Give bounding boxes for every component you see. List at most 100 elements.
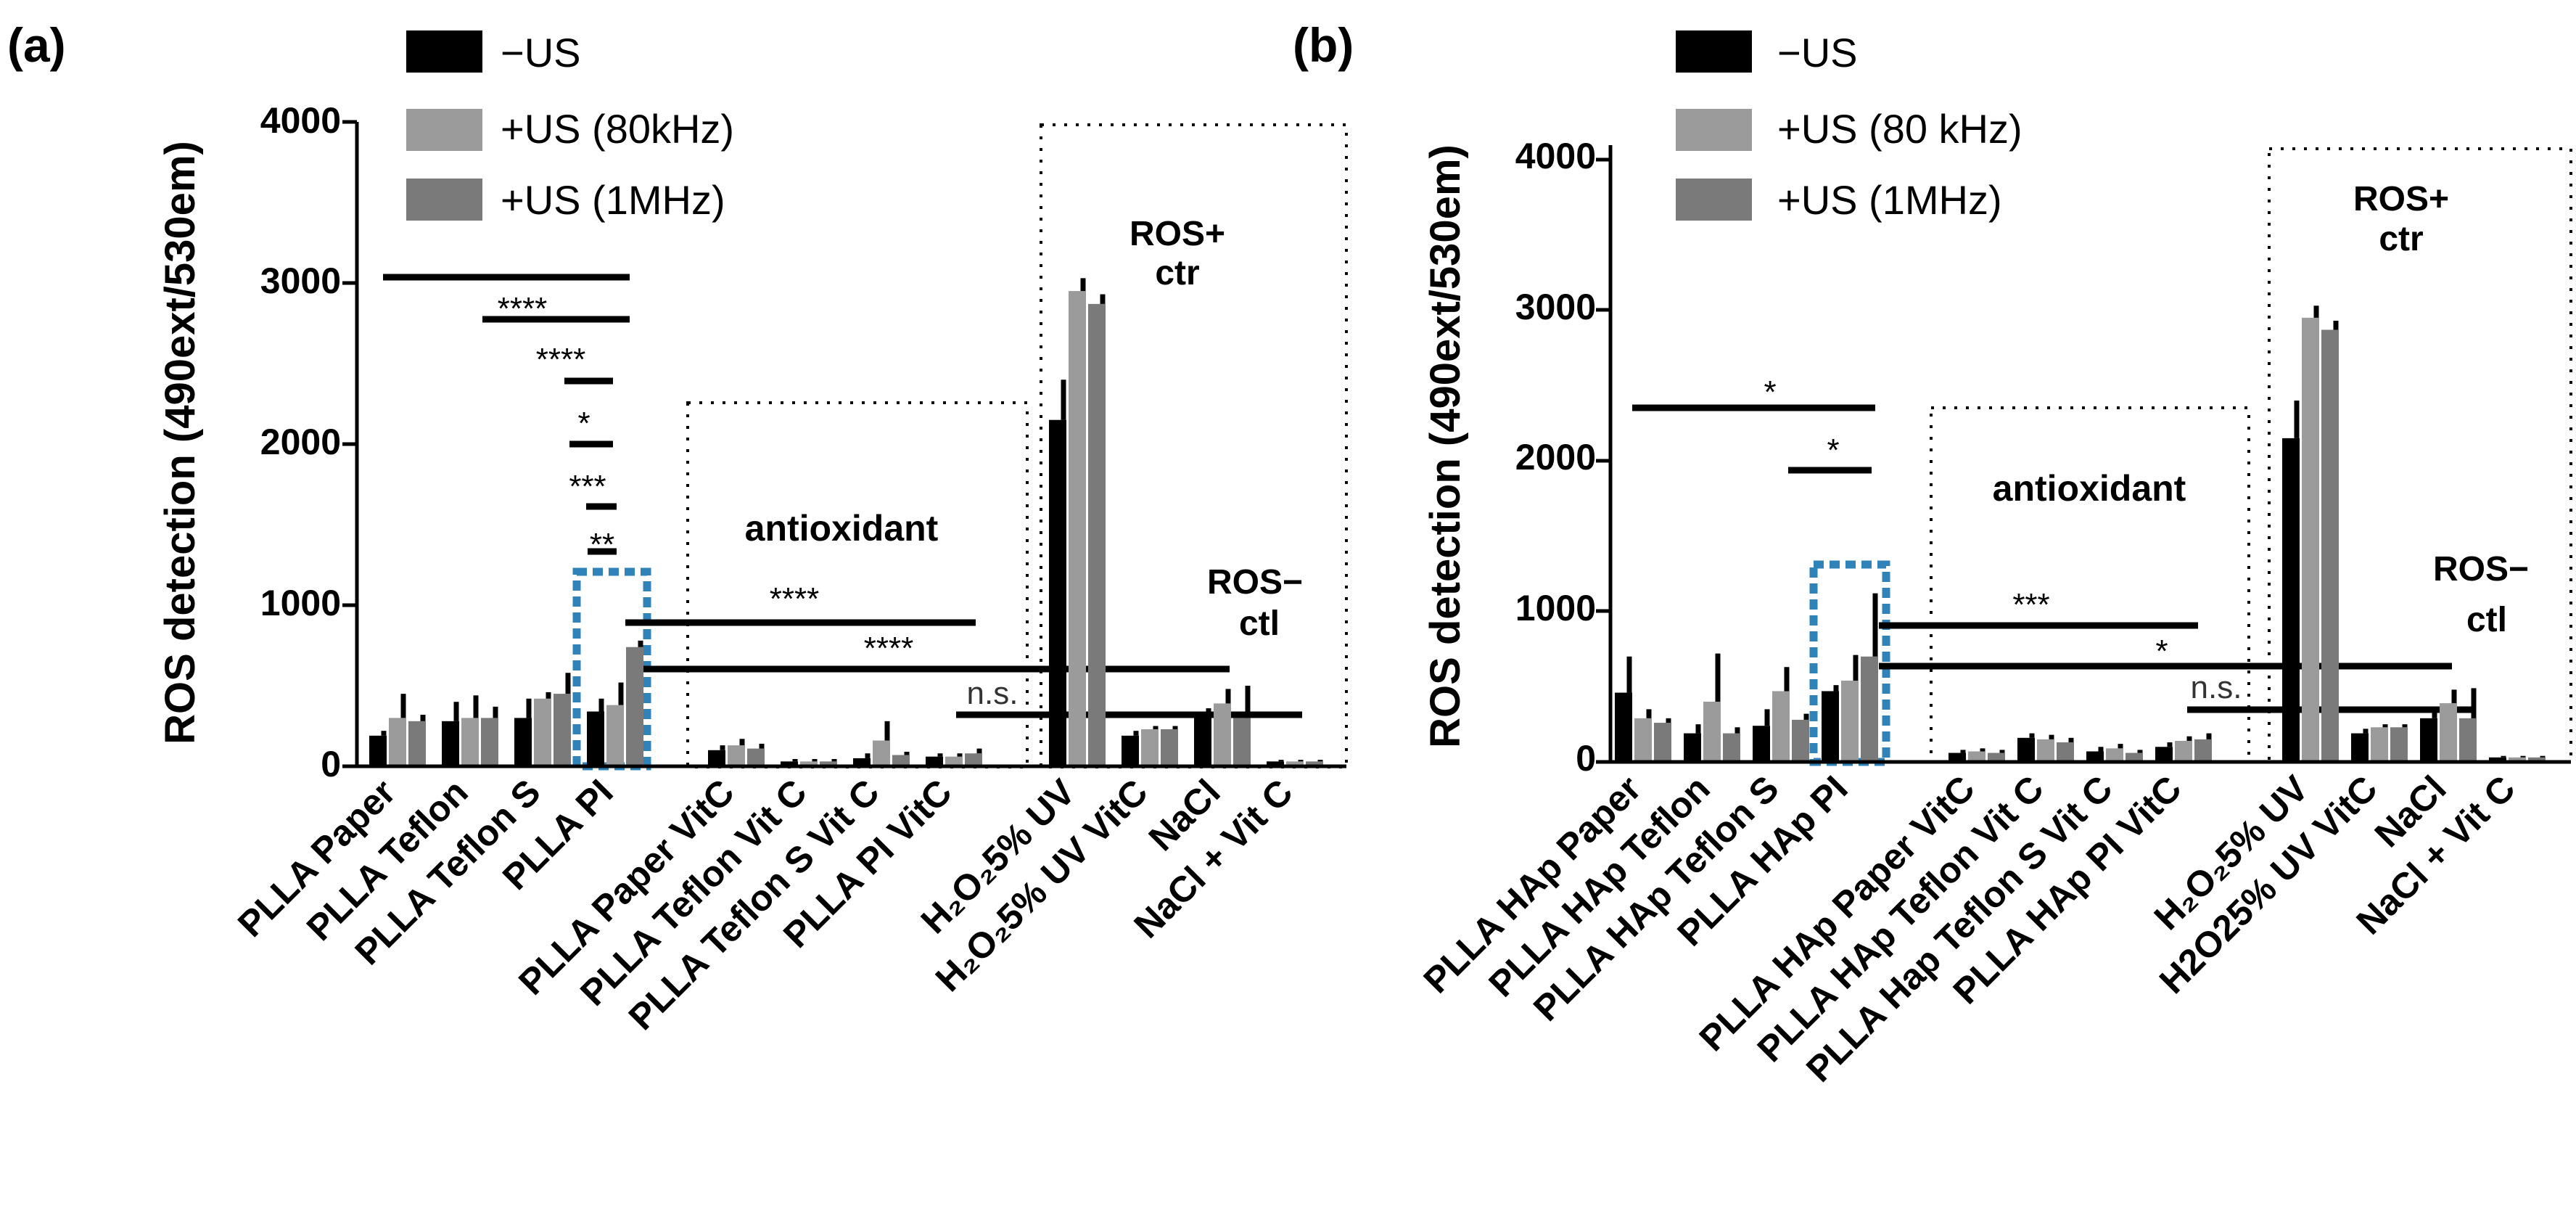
legend-swatch-minus-us [406, 30, 482, 73]
significance-label: n.s. [2191, 670, 2242, 705]
legend-swatch-us-1mhz [1676, 179, 1752, 221]
bar--us-80-khz--3 [1841, 680, 1859, 762]
y-tick-label: 1000 [260, 583, 341, 623]
bar--us-1mhz--11 [2528, 757, 2546, 762]
bar--us-80khz--11 [1286, 761, 1304, 766]
significance-label: *** [2012, 587, 2049, 623]
bar--us-2 [1753, 726, 1770, 762]
legend-label: +US (1MHz) [501, 177, 725, 223]
bar--us-5 [781, 761, 798, 766]
bar--us-1mhz--10 [1233, 718, 1251, 766]
bar--us-80-khz--2 [1772, 691, 1790, 762]
legend-swatch-us-1mhz [406, 179, 482, 221]
bar--us-1mhz--6 [892, 755, 910, 766]
bar--us-1mhz--9 [1161, 729, 1178, 766]
y-tick-label: 1000 [1515, 588, 1596, 628]
significance-brackets: * * *** * n.s. [1632, 374, 2474, 713]
ros-positive-label: ROS+ [1129, 215, 1225, 253]
significance-label: * [577, 406, 590, 441]
bar--us-80-khz--11 [2509, 757, 2526, 762]
y-ticks [342, 120, 357, 768]
legend-label: +US (80kHz) [501, 106, 734, 152]
panel-label: (b) [1293, 18, 1354, 72]
bar--us-9 [1122, 735, 1139, 766]
ros-positive-label: ctr [2379, 220, 2423, 258]
y-tick-label: 2000 [1515, 437, 1596, 477]
bar--us-1mhz--8 [2321, 329, 2339, 763]
bar--us-9 [2351, 733, 2369, 762]
x-tick-labels: PLLA HAp Paper PLLA HAp Teflon PLLA HAp … [1416, 768, 2523, 1090]
legend-label: −US [1777, 30, 1858, 75]
ros-negative-label: ROS− [2433, 550, 2529, 588]
annotations: antioxidant ROS+ ctr ROS− ctl [572, 123, 1348, 771]
bar--us-1mhz--10 [2459, 718, 2477, 762]
bar--us-1mhz--7 [2194, 739, 2212, 762]
y-tick-label: 4000 [1515, 136, 1596, 176]
bar--us-80-khz--7 [2175, 740, 2192, 762]
y-axis-title: ROS detection (490ext/530em) [157, 141, 204, 745]
bar--us-4 [708, 750, 725, 766]
y-tick-label: 0 [321, 744, 341, 784]
bar--us-5 [2017, 737, 2035, 762]
bar--us-1mhz--0 [408, 721, 426, 766]
ros-positive-label: ctr [1155, 254, 1199, 292]
legend-swatch-us-80khz [1676, 109, 1752, 151]
ros-negative-label: ctl [1239, 604, 1280, 643]
panel-b: (b) ROS detection (490ext/530em) 0 1000 … [1293, 18, 2572, 1090]
bar--us-8 [2282, 438, 2300, 762]
bar--us-80khz--4 [728, 745, 745, 766]
significance-label: * [1764, 374, 1776, 410]
bar--us-1mhz--3 [626, 647, 643, 766]
bar--us-80khz--6 [873, 740, 890, 766]
bar--us-1mhz--5 [2057, 742, 2074, 762]
legend: −US +US (80kHz) +US (1MHz) [406, 30, 734, 223]
bar--us-1mhz--0 [1654, 723, 1671, 762]
significance-label: **** [770, 581, 820, 617]
bar--us-1mhz--11 [1306, 761, 1323, 766]
bar--us-80khz--9 [1141, 729, 1159, 766]
bar--us-7 [2155, 747, 2173, 762]
ros-control-box [2268, 147, 2572, 763]
bar--us-1mhz--4 [1988, 752, 2005, 762]
significance-label: **** [864, 631, 914, 666]
bar--us-1mhz--3 [1861, 656, 1878, 762]
bar--us-1mhz--6 [2126, 752, 2143, 762]
significance-label: ** [590, 527, 614, 562]
bar--us-80-khz--4 [1968, 751, 1986, 762]
bar--us-1mhz--1 [1723, 733, 1740, 762]
bar--us-1 [1684, 733, 1701, 762]
y-tick-label: 3000 [1515, 287, 1596, 327]
antioxidant-label: antioxidant [1993, 468, 2186, 509]
ros-positive-label: ROS+ [2353, 180, 2449, 218]
bar--us-10 [1194, 718, 1211, 766]
significance-label: * [1827, 432, 1839, 468]
bar--us-7 [926, 756, 943, 766]
legend-label: −US [501, 30, 581, 75]
bar--us-3 [1822, 691, 1839, 762]
ros-control-box [1040, 123, 1348, 768]
bar--us-80khz--2 [534, 698, 551, 766]
bar--us-1 [442, 721, 459, 766]
bar--us-8 [1049, 419, 1066, 766]
bar--us-2 [514, 718, 532, 766]
bar--us-1mhz--4 [747, 748, 765, 766]
bar--us-3 [587, 711, 604, 766]
bar--us-1mhz--1 [481, 718, 498, 766]
bar--us-1mhz--8 [1088, 303, 1106, 766]
bars [369, 278, 1323, 767]
bar--us-4 [1949, 752, 1966, 762]
significance-label: **** [536, 342, 586, 377]
bar--us-1mhz--9 [2390, 727, 2408, 762]
legend: −US +US (80 kHz) +US (1MHz) [1676, 30, 2022, 223]
significance-label: * [2155, 633, 2168, 669]
x-tick-labels: PLLA Paper PLLA Teflon PLLA Teflon S PLL… [230, 771, 1301, 1038]
antioxidant-label: antioxidant [745, 508, 939, 549]
bar--us-80-khz--10 [2440, 703, 2457, 762]
bar--us-11 [1267, 761, 1284, 766]
bar--us-6 [853, 758, 871, 766]
panel-label: (a) [7, 18, 66, 72]
y-tick-label: 4000 [260, 100, 341, 141]
bar--us-11 [2489, 757, 2506, 762]
legend-swatch-us-80khz [406, 109, 482, 151]
